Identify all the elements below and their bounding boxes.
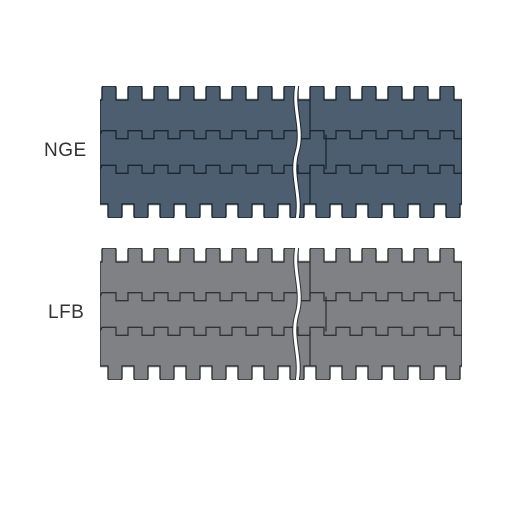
variant-label-lfb: LFB (48, 302, 84, 324)
belt-lfb (100, 248, 462, 380)
belt-illustration (100, 248, 462, 380)
belt-illustration (100, 86, 462, 218)
belt-nge (100, 86, 462, 218)
variant-label-nge: NGE (44, 140, 87, 162)
